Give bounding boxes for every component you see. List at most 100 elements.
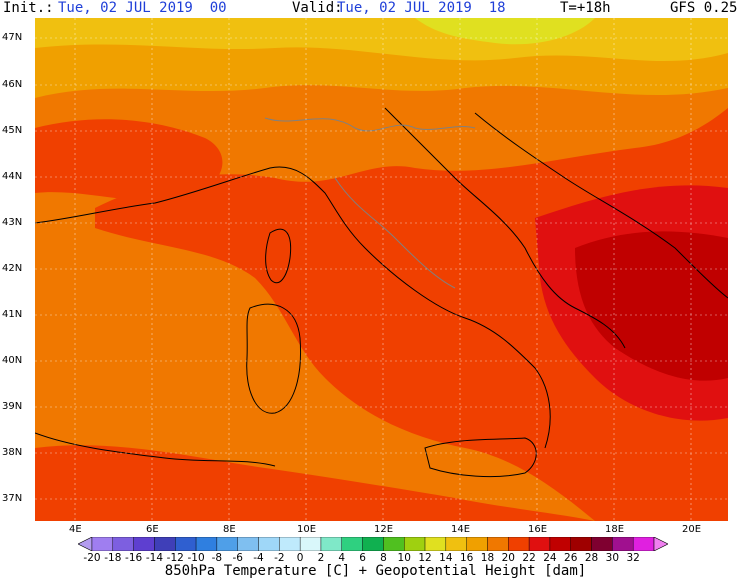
colorbar-tick-label: 22: [522, 552, 536, 564]
colorbar-segment: [258, 537, 280, 551]
colorbar-segment: [404, 537, 426, 551]
colorbar-segment: [612, 537, 634, 551]
valid-label: Valid:: [292, 0, 343, 16]
colorbar-tick-label: 10: [397, 552, 411, 564]
colorbar-tick-label: 14: [439, 552, 453, 564]
colorbar-tick-label: 2: [317, 552, 325, 564]
coast-adriatic-east: [474, 112, 728, 299]
lon-label: 14E: [451, 524, 471, 535]
coast-corsica: [265, 228, 292, 284]
coastlines: [35, 107, 728, 478]
colorbar-tick-label: 4: [338, 552, 346, 564]
colorbar-segment: [424, 537, 447, 551]
lon-label: 6E: [146, 524, 159, 535]
colorbar-max-arrow: [653, 537, 668, 551]
graticule: [35, 18, 728, 521]
lat-label: 42N: [2, 263, 23, 274]
valid-value: Tue, 02 JUL 2019 18: [337, 0, 506, 16]
map-canvas: [35, 18, 728, 521]
colorbar-tick-label: -20: [83, 552, 101, 564]
field-red-south: [35, 445, 595, 521]
coast-sardinia: [246, 303, 302, 414]
colorbar-tick-label: 6: [359, 552, 366, 564]
colorbar-segment: [175, 537, 197, 551]
colorbar-segment: [91, 537, 114, 551]
lon-label: 20E: [682, 524, 702, 535]
temperature-map: [35, 18, 728, 521]
coast-italy-east: [384, 107, 626, 349]
colorbar-segment: [133, 537, 155, 551]
colorbar-tick-label: 0: [296, 552, 304, 564]
colorbar-tick-label: 32: [626, 552, 640, 564]
lat-label: 47N: [2, 32, 23, 43]
colorbar-segment: [216, 537, 238, 551]
lead-time: T=+18h: [560, 0, 611, 16]
colorbar-segment: [383, 537, 405, 551]
colorbar-segment: [632, 537, 655, 551]
lat-label: 38N: [2, 447, 23, 458]
lat-label: 40N: [2, 355, 23, 366]
init-label: Init.:: [3, 0, 54, 16]
colorbar-tick-label: 26: [564, 552, 578, 564]
colorbar-tick-label: 24: [543, 552, 557, 564]
colorbar-tick-label: 16: [459, 552, 474, 564]
map-header: Init.: Tue, 02 JUL 2019 00 Valid: Tue, 0…: [0, 0, 751, 18]
coast-africa: [35, 432, 276, 467]
lon-label: 10E: [297, 524, 317, 535]
colorbar-segment: [528, 537, 551, 551]
lat-label: 46N: [2, 79, 23, 90]
coast-sicily: [424, 437, 537, 478]
colorbar-segment: [570, 537, 592, 551]
colorbar-segment: [508, 537, 530, 551]
colorbar-tick-label: 30: [605, 552, 620, 564]
colorbar-segment: [445, 537, 467, 551]
colorbar-tick-label: -10: [187, 552, 205, 564]
border-alps: [264, 117, 476, 132]
colorbar-tick-label: -4: [253, 552, 264, 564]
coast-italy-west: [35, 166, 551, 449]
color-scale-ticks: -20 -18 -16 -14 -12 -10 -8 -6 -4 -2 0 2 4 6 8 10 12 14 16 1…: [0, 552, 751, 564]
lon-label: 4E: [69, 524, 82, 535]
lat-label: 41N: [2, 309, 23, 320]
colorbar-segment: [549, 537, 571, 551]
map-caption: 850hPa Temperature [C] + Geopotential He…: [164, 563, 587, 579]
colorbar-segment: [341, 537, 363, 551]
field-dark-red: [575, 231, 728, 381]
colorbar-tick-label: -16: [125, 552, 143, 564]
colorbar-segment: [279, 537, 301, 551]
colorbar-tick-label: -8: [211, 552, 223, 564]
colorbar-segment: [299, 537, 322, 551]
colorbar-tick-label: -14: [145, 552, 164, 564]
colorbar-tick-label: 8: [380, 552, 387, 564]
colorbar-tick-label: -6: [232, 552, 243, 564]
lon-label: 16E: [528, 524, 548, 535]
lon-label: 12E: [374, 524, 394, 535]
colorbar-min-arrow: [78, 537, 93, 551]
lat-label: 43N: [2, 217, 23, 228]
lat-label: 37N: [2, 493, 23, 504]
colorbar-segment: [154, 537, 176, 551]
colorbar-tick-label: 18: [480, 552, 495, 564]
lat-label: 44N: [2, 171, 23, 182]
colorbar-tick-label: 12: [418, 552, 432, 564]
lat-label: 39N: [2, 401, 23, 412]
colorbar-segment: [112, 537, 134, 551]
colorbar-segment: [591, 537, 613, 551]
colorbar-segment: [466, 537, 488, 551]
lon-label: 18E: [605, 524, 625, 535]
colorbar-tick-label: -18: [104, 552, 122, 564]
colorbar-tick-label: -2: [274, 552, 285, 564]
border-regions: [334, 177, 456, 289]
colorbar-segment: [362, 537, 384, 551]
colorbar-segment: [237, 537, 259, 551]
colorbar-segment: [320, 537, 342, 551]
init-value: Tue, 02 JUL 2019 00: [58, 0, 227, 16]
borders: [264, 117, 476, 289]
colorbar-segment: [195, 537, 218, 551]
field-red-west: [35, 119, 223, 201]
lat-label: 45N: [2, 125, 23, 136]
colorbar-tick-label: 28: [584, 552, 599, 564]
colorbar-tick-label: 20: [501, 552, 515, 564]
model-name: GFS 0.25: [670, 0, 738, 16]
lon-label: 8E: [223, 524, 236, 535]
